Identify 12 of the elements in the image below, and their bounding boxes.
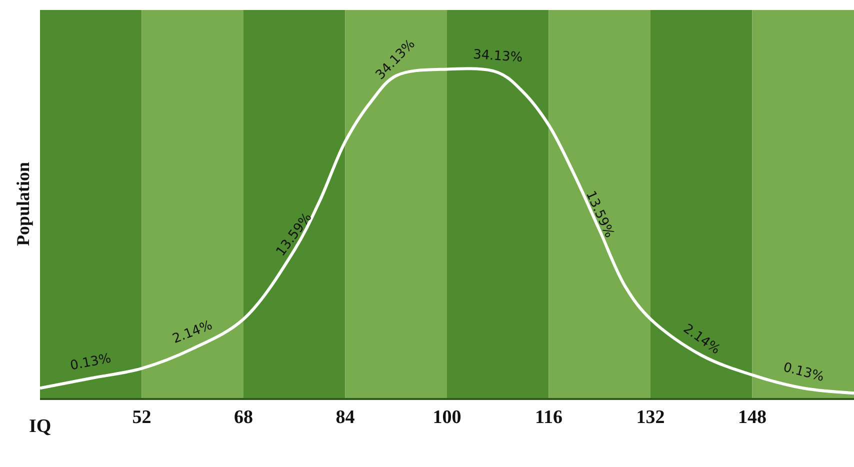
- y-axis-title: Population: [13, 162, 34, 246]
- annotation: 34.13%: [472, 47, 524, 66]
- x-tick-label: 68: [234, 406, 253, 428]
- x-tick-label: 84: [336, 406, 356, 428]
- x-tick-label: 100: [432, 406, 462, 428]
- annotation: 0.13%: [69, 351, 112, 374]
- x-tick-label: 116: [535, 406, 562, 428]
- x-tick-label: 52: [132, 406, 152, 428]
- x-axis-title: IQ: [29, 416, 52, 437]
- x-tick-label: 148: [738, 406, 766, 428]
- x-tick-label: 132: [636, 406, 665, 428]
- annotation: 0.13%: [782, 360, 826, 386]
